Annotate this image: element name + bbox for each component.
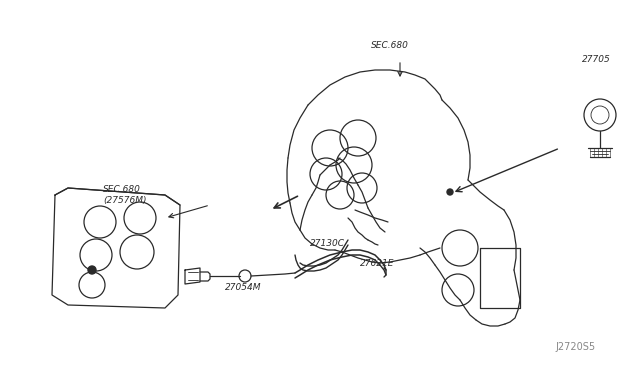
- Text: SEC.680: SEC.680: [371, 41, 409, 50]
- Text: (27576M): (27576M): [103, 196, 147, 205]
- Text: 27054M: 27054M: [225, 283, 262, 292]
- Text: J2720S5: J2720S5: [556, 342, 596, 352]
- Text: 27130C: 27130C: [310, 239, 345, 248]
- Text: 27621E: 27621E: [360, 259, 394, 268]
- Text: SEC.680: SEC.680: [103, 185, 141, 194]
- Circle shape: [447, 189, 453, 195]
- Text: 27705: 27705: [582, 55, 611, 64]
- Circle shape: [88, 266, 96, 274]
